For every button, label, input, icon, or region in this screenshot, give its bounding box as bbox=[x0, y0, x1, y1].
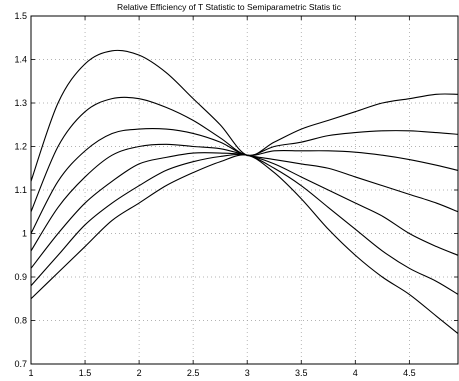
y-tick-label: 1.1 bbox=[14, 185, 27, 195]
x-tick-label: 3 bbox=[245, 368, 250, 378]
y-tick-label: 0.7 bbox=[14, 359, 27, 369]
y-tick-label: 1 bbox=[22, 229, 27, 239]
x-tick-label: 3.5 bbox=[295, 368, 308, 378]
x-tick-label: 2.5 bbox=[187, 368, 200, 378]
y-tick-label: 1.4 bbox=[14, 55, 27, 65]
plot-area bbox=[30, 15, 459, 365]
series-lines bbox=[30, 49, 459, 334]
x-tick-label: 1.5 bbox=[79, 368, 92, 378]
y-tick-label: 1.2 bbox=[14, 142, 27, 152]
y-tick-label: 1.5 bbox=[14, 11, 27, 21]
x-tick-label: 4.5 bbox=[403, 368, 416, 378]
x-tick-label: 1 bbox=[28, 368, 33, 378]
y-tick-label: 0.8 bbox=[14, 316, 27, 326]
y-tick-label: 1.3 bbox=[14, 98, 27, 108]
x-tick-label: 4 bbox=[353, 368, 358, 378]
series-line-7 bbox=[30, 154, 459, 334]
chart-title: Relative Efficiency of T Statistic to Se… bbox=[117, 2, 342, 12]
plot-border bbox=[30, 15, 459, 365]
x-tick-label: 2 bbox=[137, 368, 142, 378]
y-tick-label: 0.9 bbox=[14, 272, 27, 282]
